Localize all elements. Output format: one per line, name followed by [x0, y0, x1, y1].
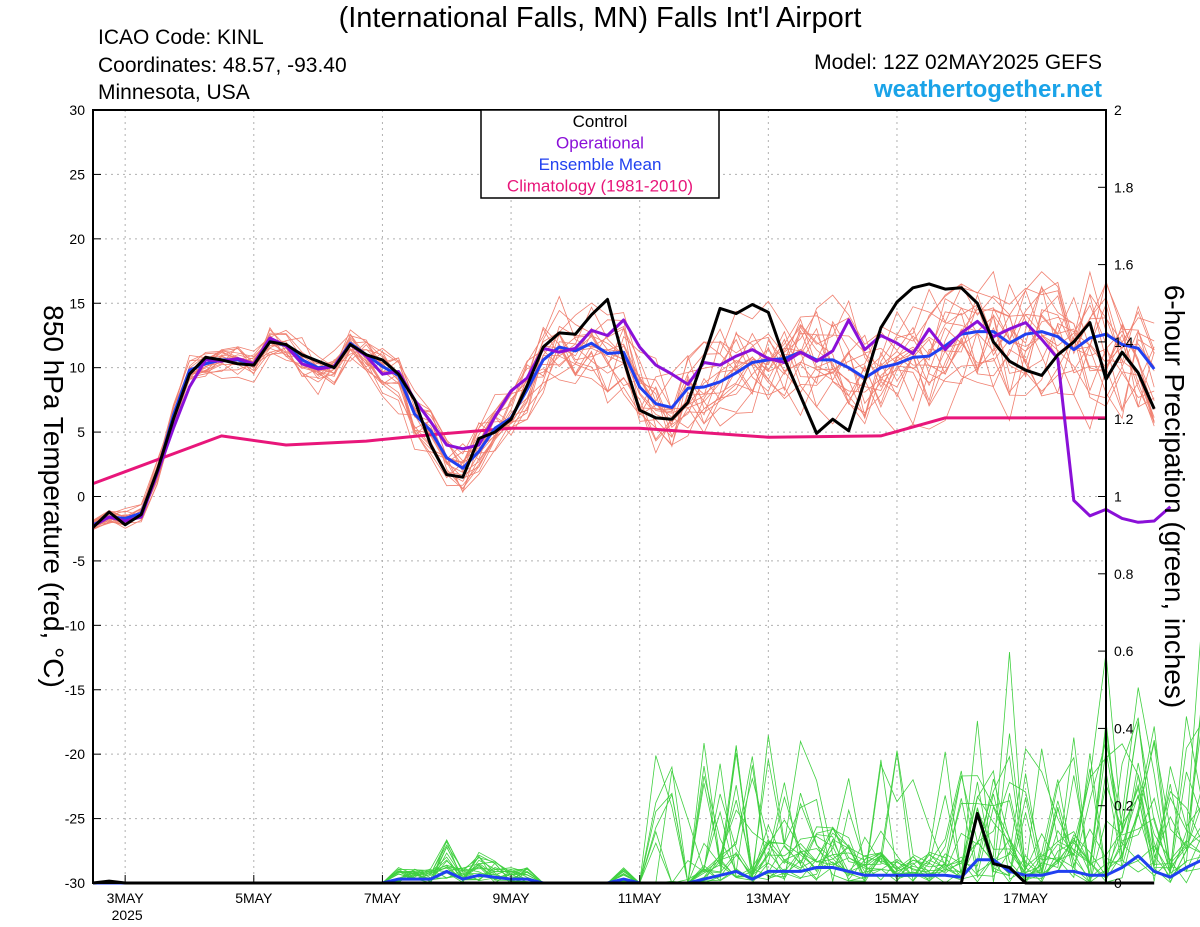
model-run: Model: 12Z 02MAY2025 GEFS [814, 51, 1102, 74]
y-tick-label-left: 25 [69, 166, 85, 182]
ensemble-member-temp-line [92, 282, 1155, 529]
ensemble-member-precip-line [93, 717, 1200, 884]
legend-ensemble-mean: Ensemble Mean [539, 155, 662, 174]
y-tick-label-left: -10 [65, 617, 85, 633]
y-tick-label-right: 0 [1114, 875, 1122, 891]
y-tick-label-right: 1 [1114, 489, 1122, 505]
x-tick-label: 13MAY [746, 890, 792, 906]
y-tick-label-right: 1.2 [1114, 411, 1134, 427]
x-tick-label: 9MAY [493, 890, 531, 906]
x-tick-label: 5MAY [235, 890, 273, 906]
x-year-label: 2025 [112, 907, 143, 923]
x-tick-label: 3MAY [107, 890, 145, 906]
icao-code: ICAO Code: KINL [98, 26, 264, 49]
legend-operational: Operational [556, 134, 644, 153]
x-tick-label: 15MAY [875, 890, 921, 906]
y-tick-label-left: 30 [69, 102, 85, 118]
climatology-line [92, 416, 1106, 486]
y-tick-label-right: 0.4 [1114, 720, 1134, 736]
ensemble-member-precip-line [93, 641, 1200, 884]
site-link[interactable]: weathertogether.net [873, 76, 1102, 103]
y-tick-label-right: 0.6 [1114, 643, 1134, 659]
y-tick-label-right: 2 [1114, 102, 1122, 118]
coordinates: Coordinates: 48.57, -93.40 [98, 54, 347, 77]
x-tick-label: 7MAY [364, 890, 402, 906]
y-tick-label-left: -15 [65, 682, 85, 698]
ensemble-member-temp-line [92, 315, 1155, 524]
ensemble-member-temp-line [92, 270, 1155, 522]
y-axis-title-right: 6-hour Precipation (green, inches) [1159, 285, 1190, 708]
state-label: Minnesota, USA [98, 81, 250, 104]
y-tick-label-left: -20 [65, 746, 85, 762]
y-tick-label-right: 0.8 [1114, 566, 1134, 582]
y-tick-label-right: 1.4 [1114, 334, 1134, 350]
y-tick-label-left: 5 [77, 424, 85, 440]
y-tick-label-left: 10 [69, 360, 85, 376]
x-tick-label: 17MAY [1003, 890, 1049, 906]
ensemble-member-precip-line [93, 739, 1200, 884]
control-temp-line [91, 282, 1156, 529]
legend-control: Control [573, 112, 628, 131]
y-tick-label-left: -5 [73, 553, 86, 569]
ensemble-member-temp-line [92, 283, 1155, 523]
y-axis-title-left: 850 hPa Temperature (red, °C) [38, 305, 69, 688]
page-title: (International Falls, MN) Falls Int'l Ai… [338, 2, 862, 34]
y-tick-label-left: 0 [77, 489, 85, 505]
y-tick-label-right: 0.2 [1114, 798, 1134, 814]
x-tick-label: 11MAY [618, 890, 662, 906]
ensemble-member-precip-line [93, 716, 1200, 884]
y-tick-label-left: -25 [65, 811, 85, 827]
ensemble-member-precip-line [93, 717, 1200, 884]
y-tick-label-right: 1.6 [1114, 257, 1134, 273]
ensemble-member-temp-line [92, 313, 1155, 526]
y-tick-label-left: -30 [65, 875, 85, 891]
ensemble-member-temp-line [92, 308, 1155, 524]
y-tick-label-left: 15 [69, 295, 85, 311]
legend-climatology: Climatology (1981-2010) [507, 177, 693, 196]
legend-box [480, 109, 720, 199]
ensemble-member-temp-line [92, 307, 1155, 526]
ensemble-member-temp-line [92, 306, 1155, 522]
y-tick-label-left: 20 [69, 231, 85, 247]
y-tick-label-right: 1.8 [1114, 179, 1134, 195]
